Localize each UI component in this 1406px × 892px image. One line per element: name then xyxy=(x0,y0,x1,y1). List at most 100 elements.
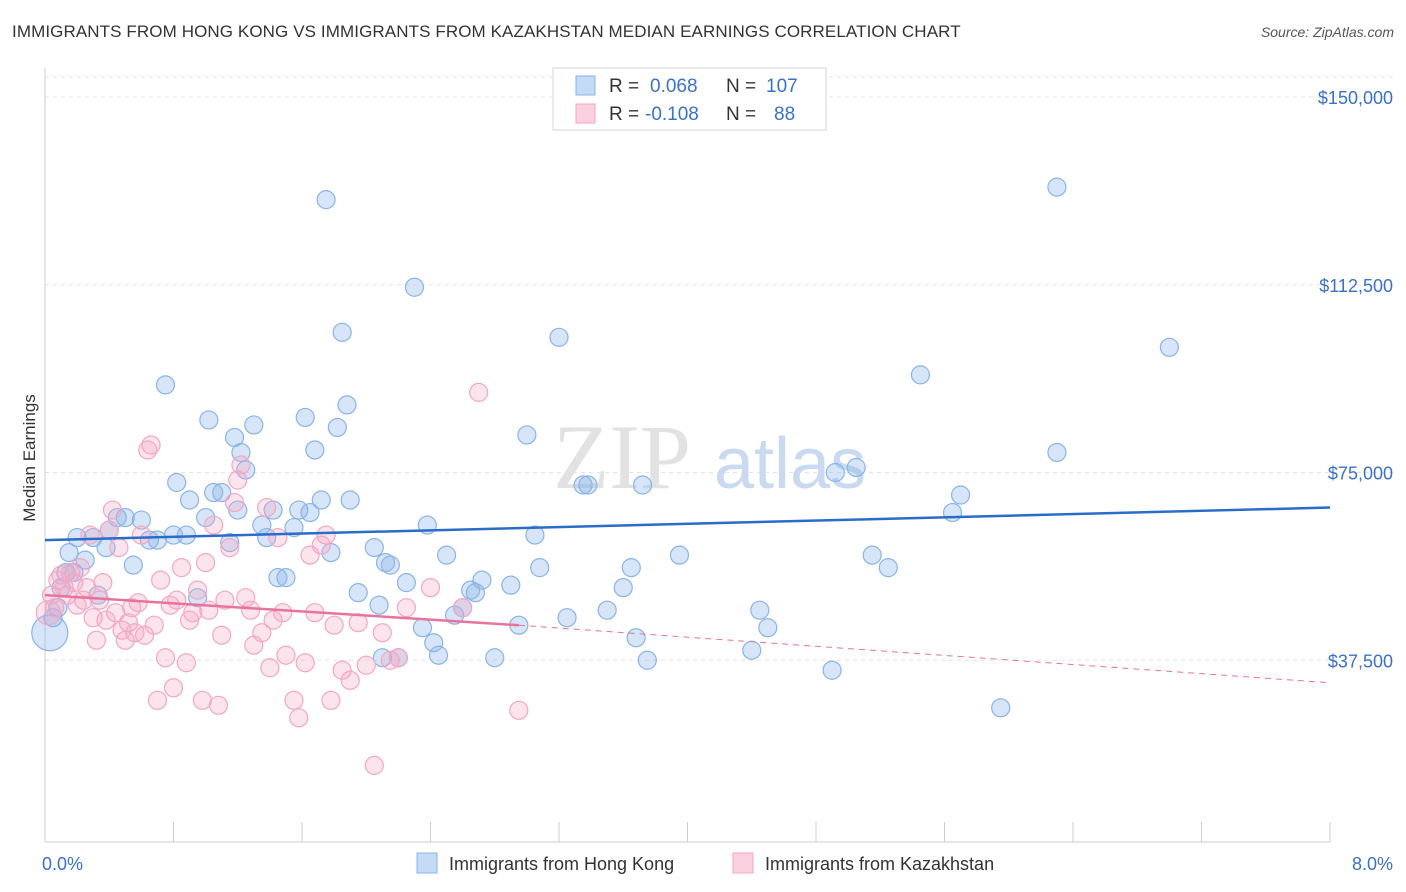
x-tick-label: 8.0% xyxy=(1352,854,1393,874)
point-hong-kong xyxy=(123,555,143,575)
point-kazakhstan xyxy=(364,755,384,775)
point-hong-kong xyxy=(364,537,384,558)
legend-n-value-1: 107 xyxy=(766,76,798,97)
bottom-legend-label-hong-kong: Immigrants from Hong Kong xyxy=(449,854,674,874)
point-hong-kong xyxy=(424,633,444,653)
point-kazakhstan xyxy=(70,558,90,578)
point-kazakhstan xyxy=(167,590,187,610)
point-kazakhstan xyxy=(356,655,376,675)
point-kazakhstan xyxy=(348,613,368,633)
point-kazakhstan xyxy=(80,525,100,545)
point-hong-kong xyxy=(327,417,347,438)
point-kazakhstan xyxy=(295,653,315,673)
y-tick-labels: $150,000 $112,500 $75,000 $37,500 xyxy=(1318,88,1393,671)
point-hong-kong xyxy=(846,457,866,478)
point-kazakhstan xyxy=(469,382,489,402)
series-legend: Immigrants from Hong Kong Immigrants fro… xyxy=(416,852,994,874)
point-kazakhstan xyxy=(96,610,116,630)
y-tick-label: $37,500 xyxy=(1328,651,1393,671)
point-hong-kong xyxy=(742,640,762,660)
legend-n-value-2: 88 xyxy=(774,104,795,125)
legend-r-label-1: R = xyxy=(609,76,639,97)
legend-n-label-2: N = xyxy=(726,104,756,125)
point-hong-kong xyxy=(316,190,336,210)
legend-n-label-1: N = xyxy=(726,76,756,97)
correlation-legend: R = 0.068 N = 107 R = -0.108 N = 88 xyxy=(552,67,827,131)
legend-r-label-2: R = xyxy=(609,104,639,125)
point-hong-kong xyxy=(578,475,598,495)
svg-text:ZIP: ZIP xyxy=(553,406,691,508)
point-hong-kong xyxy=(758,618,778,638)
point-hong-kong xyxy=(412,618,433,638)
point-hong-kong xyxy=(59,543,79,563)
point-hong-kong xyxy=(465,583,486,603)
point-hong-kong xyxy=(295,407,315,428)
point-hong-kong xyxy=(637,650,657,670)
trend-line-kazakhstan-extension xyxy=(518,624,1331,684)
point-kazakhstan xyxy=(276,645,296,665)
point-kazakhstan xyxy=(220,537,240,558)
point-kazakhstan xyxy=(324,615,344,635)
point-hong-kong xyxy=(300,502,320,523)
y-tick-label: $75,000 xyxy=(1328,464,1393,484)
point-kazakhstan xyxy=(45,598,65,618)
point-hong-kong xyxy=(501,575,521,595)
point-hong-kong xyxy=(472,570,492,590)
point-kazakhstan xyxy=(163,678,184,698)
point-hong-kong xyxy=(212,482,232,503)
point-hong-kong xyxy=(910,365,931,385)
point-hong-kong xyxy=(276,568,296,588)
point-hong-kong xyxy=(257,527,277,548)
point-kazakhstan xyxy=(183,603,203,623)
point-hong-kong xyxy=(176,525,196,545)
point-kazakhstan xyxy=(284,690,304,710)
point-kazakhstan xyxy=(252,623,272,643)
point-hong-kong xyxy=(557,608,577,628)
point-kazakhstan xyxy=(340,670,360,690)
point-hong-kong xyxy=(43,608,63,628)
point-hong-kong xyxy=(340,490,360,510)
point-hong-kong xyxy=(196,507,216,528)
trend-line-kazakhstan xyxy=(44,593,519,627)
point-kazakhstan xyxy=(257,497,277,518)
point-kazakhstan xyxy=(321,690,341,710)
point-hong-kong xyxy=(632,475,653,495)
point-kazakhstan xyxy=(171,558,192,578)
point-kazakhstan xyxy=(147,690,168,710)
point-kazakhstan xyxy=(118,613,139,633)
x-tick-labels: 0.0% 8.0% xyxy=(42,854,1393,874)
point-kazakhstan xyxy=(228,470,248,490)
point-kazakhstan xyxy=(86,630,107,650)
point-hong-kong xyxy=(428,645,449,665)
point-hong-kong xyxy=(573,475,593,495)
point-hong-kong xyxy=(597,600,617,620)
point-hong-kong xyxy=(204,482,224,503)
point-hong-kong xyxy=(525,525,545,545)
point-kazakhstan xyxy=(224,492,245,513)
point-kazakhstan xyxy=(196,553,216,573)
point-kazakhstan xyxy=(131,525,151,545)
series-kazakhstan-points xyxy=(35,382,529,775)
point-hong-kong xyxy=(289,500,309,520)
point-kazakhstan xyxy=(176,653,196,673)
point-hong-kong xyxy=(348,583,368,603)
point-hong-kong xyxy=(1047,177,1067,197)
point-kazakhstan xyxy=(187,580,208,600)
point-kazakhstan xyxy=(144,615,164,635)
point-kazakhstan xyxy=(268,527,288,548)
point-hong-kong xyxy=(878,558,898,578)
point-hong-kong xyxy=(131,510,151,530)
point-kazakhstan xyxy=(453,598,473,618)
point-kazakhstan xyxy=(316,525,336,545)
point-hong-kong xyxy=(179,490,200,510)
point-hong-kong xyxy=(369,595,389,615)
point-hong-kong xyxy=(485,648,505,668)
point-kazakhstan xyxy=(263,610,283,630)
y-tick-label: $150,000 xyxy=(1318,88,1393,108)
point-hong-kong xyxy=(155,375,176,395)
point-kazakhstan xyxy=(155,648,176,668)
point-hong-kong xyxy=(942,502,963,523)
point-hong-kong xyxy=(380,555,400,575)
point-hong-kong xyxy=(404,277,425,297)
